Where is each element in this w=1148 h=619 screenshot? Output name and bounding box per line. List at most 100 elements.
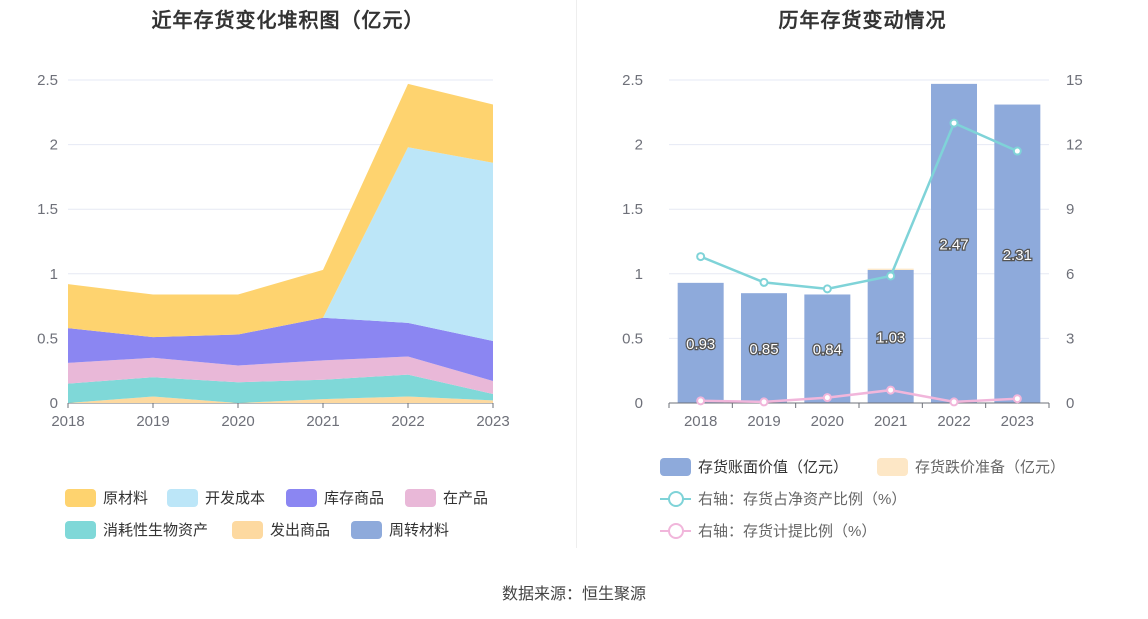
legend-label: 开发成本 [205, 490, 266, 507]
y-tick-label: 2 [635, 137, 643, 154]
legend-item[interactable]: 开发成本 [167, 487, 265, 508]
x-tick-label: 2019 [136, 413, 169, 430]
bar-data-label: 2.31 [1003, 247, 1032, 264]
y-tick-label: 2.5 [37, 72, 58, 89]
legend-item[interactable]: 库存商品 [286, 487, 384, 508]
legend-swatch [167, 488, 198, 507]
line-series [700, 388, 1018, 404]
legend-item[interactable]: 存货跌价准备（亿元） [877, 456, 1065, 477]
legend-item[interactable]: 右轴：存货计提比例（%） [660, 520, 876, 541]
bar-inventory-value [867, 269, 914, 403]
right-chart-title: 历年存货变动情况 [778, 10, 947, 32]
x-tick-label: 2023 [1001, 413, 1034, 430]
panel-divider [576, 0, 577, 548]
line-series [700, 121, 1018, 291]
legend-item[interactable]: 周转材料 [351, 519, 449, 540]
bar-data-label: 2.47 [939, 236, 968, 253]
legend-label: 右轴：存货计提比例（%） [698, 523, 877, 540]
y-tick-label: 0 [50, 395, 58, 412]
bar-inventory-reserve [867, 268, 914, 270]
legend-item[interactable]: 在产品 [405, 487, 488, 508]
legend-label: 在产品 [443, 490, 489, 507]
area-库存商品 [68, 317, 493, 381]
legend-item[interactable]: 存货账面价值（亿元） [660, 456, 848, 477]
x-tick-label: 2022 [391, 413, 424, 430]
legend-item[interactable]: 发出商品 [232, 519, 330, 540]
legend-swatch [351, 520, 382, 539]
bar-data-label: 0.85 [749, 341, 778, 358]
legend-line-marker [660, 522, 691, 540]
bar-inventory-value [741, 293, 787, 403]
legend-swatch [65, 488, 96, 507]
x-tick-label: 2019 [747, 413, 780, 430]
y2-tick-label: 9 [1066, 201, 1074, 218]
bar-data-label: 0.93 [686, 336, 715, 353]
y-tick-label: 2.5 [622, 72, 643, 89]
area-在产品 [68, 356, 493, 394]
left-chart-panel: 近年存货变化堆积图（亿元） 0 0.5 1 1.5 2 2.5 2018 2019 2020 20… [0, 0, 576, 550]
legend-swatch [232, 520, 263, 539]
line-point [759, 277, 769, 287]
legend-swatch [405, 488, 436, 507]
area-消耗性生物资产 [68, 374, 493, 403]
legend-label: 库存商品 [324, 490, 385, 507]
area-开发成本 [68, 147, 493, 341]
line-point [1012, 394, 1022, 404]
bar-data-label: 0.84 [813, 342, 842, 359]
bar-data-label: 1.03 [876, 329, 905, 346]
line-point [696, 252, 706, 262]
legend-label: 存货账面价值（亿元） [698, 459, 849, 476]
y2-tick-label: 12 [1066, 137, 1083, 154]
y2-tick-label: 6 [1066, 266, 1074, 283]
line-point [1012, 146, 1022, 156]
legend-label: 原材料 [103, 490, 149, 507]
bar-line-chart: 0 0.5 1 1.5 2 2.5 0 3 6 9 12 15 0.93 0.85 0.84 1.03 2.47… [622, 72, 1083, 430]
y-tick-label: 1.5 [37, 201, 58, 218]
stacked-area-chart: 0 0.5 1 1.5 2 2.5 2018 2019 2020 2021 2022 2023 [37, 72, 510, 430]
right-chart-panel: 历年存货变动情况 0 0.5 1 1.5 2 2.5 0 3 6 9 12 15 0.93 0.85 0.8… [577, 0, 1148, 550]
x-tick-label: 2022 [937, 413, 970, 430]
x-tick-label: 2018 [684, 413, 717, 430]
legend-item[interactable]: 原材料 [65, 487, 148, 508]
legend-item[interactable]: 右轴：存货占净资产比例（%） [660, 488, 906, 509]
x-tick-label: 2020 [811, 413, 844, 430]
line-point [949, 397, 959, 407]
y2-tick-label: 3 [1066, 330, 1074, 347]
legend-item[interactable]: 消耗性生物资产 [65, 519, 208, 540]
y-tick-label: 0.5 [622, 330, 643, 347]
left-chart-title: 近年存货变化堆积图（亿元） [151, 10, 425, 32]
bar-inventory-value [804, 294, 851, 403]
legend-swatch [877, 457, 908, 476]
y-tick-label: 0 [635, 395, 643, 412]
y-tick-label: 1.5 [622, 201, 643, 218]
legend-label: 消耗性生物资产 [103, 522, 209, 539]
line-point [696, 396, 706, 406]
legend-swatch [65, 520, 96, 539]
x-tick-label: 2020 [221, 413, 254, 430]
legend-label: 右轴：存货占净资产比例（%） [698, 491, 907, 508]
y-tick-label: 1 [50, 266, 58, 283]
line-point [886, 385, 896, 395]
y-tick-label: 0.5 [37, 330, 58, 347]
line-point [886, 271, 896, 281]
area-原材料 [68, 83, 493, 338]
legend-label: 周转材料 [389, 522, 450, 539]
legend-label: 存货跌价准备（亿元） [915, 459, 1066, 476]
line-point [949, 118, 959, 128]
y-tick-label: 1 [635, 266, 643, 283]
y-tick-label: 2 [50, 137, 58, 154]
y2-tick-label: 15 [1066, 72, 1083, 89]
x-tick-label: 2021 [306, 413, 339, 430]
line-point [822, 284, 832, 294]
legend-line-marker [660, 490, 691, 508]
x-tick-label: 2018 [51, 413, 84, 430]
data-source-note: 数据来源：恒生聚源 [501, 586, 646, 603]
x-tick-label: 2021 [874, 413, 907, 430]
legend-label: 发出商品 [270, 522, 331, 539]
line-point [759, 397, 769, 407]
bar-inventory-value [677, 282, 724, 403]
y2-tick-label: 0 [1066, 395, 1074, 412]
legend-swatch [660, 457, 691, 476]
x-tick-label: 2023 [476, 413, 509, 430]
legend-swatch [286, 488, 317, 507]
